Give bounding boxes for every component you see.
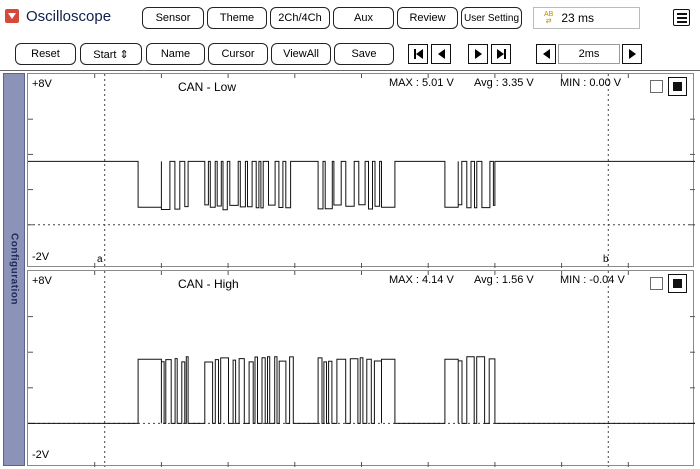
theme-button[interactable]: Theme: [207, 7, 267, 29]
channel-title: CAN - Low: [178, 80, 237, 94]
timebase-decrease-arrow-icon: [542, 49, 550, 59]
channel-select-button[interactable]: [668, 274, 687, 293]
min-reading: MIN : -0.04 V: [560, 274, 625, 286]
app-menu-icon[interactable]: [5, 9, 19, 23]
y-axis-bottom-label: -2V: [32, 449, 50, 461]
y-axis-bottom-label: -2V: [32, 251, 50, 263]
timebase-increase-arrow-icon: [628, 49, 636, 59]
y-axis-top-label: +8V: [32, 78, 52, 90]
step-back-button[interactable]: [431, 44, 451, 64]
viewall-button[interactable]: ViewAll: [271, 43, 331, 65]
review-button[interactable]: Review: [397, 7, 458, 29]
channel-panel-can-low[interactable]: +8V -2V CAN - Low MAX : 5.01 V Avg : 3.3…: [27, 73, 695, 268]
channel-title: CAN - High: [178, 277, 239, 291]
timebase-value: 2ms: [558, 44, 620, 64]
channel-checkbox[interactable]: [650, 277, 663, 290]
min-reading: MIN : 0.00 V: [560, 77, 622, 89]
sensor-button[interactable]: Sensor: [142, 7, 204, 29]
channel-count-button[interactable]: 2Ch/4Ch: [270, 7, 330, 29]
skip-start-arrow-icon: [415, 49, 423, 59]
cursor-b-label: b: [603, 254, 609, 265]
skip-end-arrow-icon: [496, 49, 504, 59]
configuration-tab-label: Configuration: [8, 233, 20, 306]
avg-reading: Avg : 3.35 V: [474, 77, 534, 89]
elapsed-time-display: AB ⇄ 23 ms: [533, 7, 640, 29]
elapsed-time-value: 23 ms: [561, 11, 595, 25]
step-back-arrow-icon: [437, 49, 445, 59]
skip-to-end-button[interactable]: [491, 44, 511, 64]
configuration-tab[interactable]: Configuration: [3, 73, 25, 466]
channel-stats: MAX : 5.01 V Avg : 3.35 V MIN : 0.00 V: [389, 77, 640, 89]
save-button[interactable]: Save: [334, 43, 394, 65]
max-reading: MAX : 5.01 V: [389, 77, 454, 89]
max-reading: MAX : 4.14 V: [389, 274, 454, 286]
reset-button[interactable]: Reset: [15, 43, 76, 65]
can-high-waveform-plot: [28, 271, 695, 467]
channel-panel-can-high[interactable]: +8V -2V CAN - High MAX : 4.14 V Avg : 1.…: [27, 270, 695, 467]
waveform-trace: [28, 160, 695, 211]
name-button[interactable]: Name: [146, 43, 205, 65]
hamburger-menu-icon[interactable]: [673, 9, 690, 26]
user-setting-button[interactable]: User Setting: [461, 7, 522, 29]
channel-checkbox[interactable]: [650, 80, 663, 93]
cursor-a-label: a: [97, 254, 103, 265]
timebase-decrease-button[interactable]: [536, 44, 556, 64]
timebase-increase-button[interactable]: [622, 44, 642, 64]
channel-select-button[interactable]: [668, 77, 687, 96]
aux-button[interactable]: Aux: [333, 7, 394, 29]
start-button[interactable]: Start ⇕: [80, 43, 142, 65]
skip-to-start-button[interactable]: [408, 44, 428, 64]
y-axis-top-label: +8V: [32, 275, 52, 287]
can-low-waveform-plot: [28, 74, 695, 268]
avg-reading: Avg : 1.56 V: [474, 274, 534, 286]
skip-start-bar-icon: [413, 49, 416, 59]
waveform-trace: [28, 356, 695, 424]
toolbar-divider: [0, 70, 700, 71]
skip-end-bar-icon: [503, 49, 506, 59]
step-forward-button[interactable]: [468, 44, 488, 64]
timer-icon: AB ⇄: [544, 11, 554, 25]
cursor-button[interactable]: Cursor: [208, 43, 268, 65]
step-forward-arrow-icon: [474, 49, 482, 59]
app-title: Oscilloscope: [26, 8, 112, 25]
channel-stats: MAX : 4.14 V Avg : 1.56 V MIN : -0.04 V: [389, 274, 640, 286]
